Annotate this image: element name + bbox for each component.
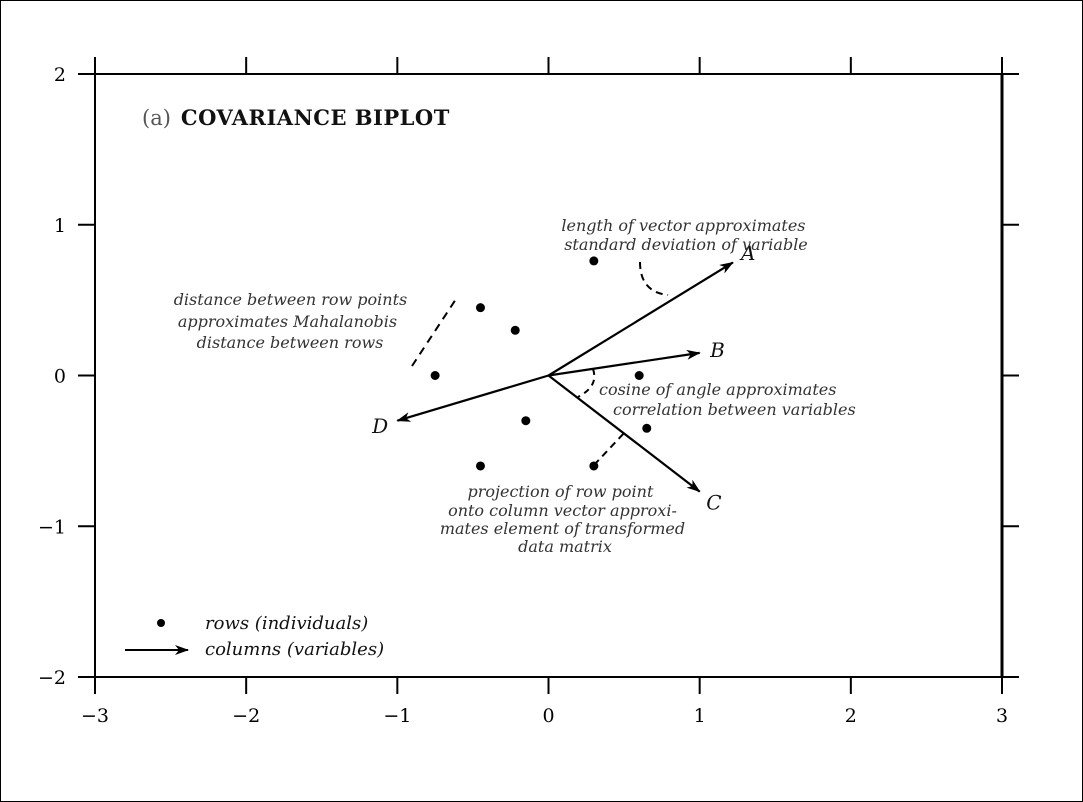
annotation-cosine-line-1: cosine of angle approximates xyxy=(599,380,836,399)
legend-rows-label: rows (individuals) xyxy=(205,613,368,634)
x-tick-label: 2 xyxy=(845,705,857,727)
vector-c xyxy=(547,374,701,493)
annotation-projection-line-2: onto column vector approxi- xyxy=(448,501,677,520)
distance-annotation-line xyxy=(411,295,459,367)
title-prefix: (a) xyxy=(142,106,171,130)
annotation-projection: projection of row point onto column vect… xyxy=(440,482,690,556)
projection-annotation-line xyxy=(593,431,626,466)
x-tick-label: 0 xyxy=(542,705,554,727)
axis-ticks xyxy=(78,57,1019,694)
annotation-length: length of vector approximates standard d… xyxy=(561,216,810,254)
row-points xyxy=(430,256,652,471)
length-annotation-arc xyxy=(639,261,669,296)
column-vectors xyxy=(396,261,734,493)
x-tick-label: 1 xyxy=(694,705,706,727)
vector-label-c: C xyxy=(706,491,721,515)
row-point xyxy=(475,461,485,471)
annotation-projection-line-1: projection of row point xyxy=(467,482,653,501)
legend-dot-icon xyxy=(157,619,165,627)
row-point xyxy=(634,371,644,380)
row-point xyxy=(430,371,440,380)
x-tick-label: −3 xyxy=(81,705,109,727)
vector-label-b: B xyxy=(709,338,725,362)
annotation-distance: distance between row points approximates… xyxy=(174,290,413,352)
x-tick-label: −1 xyxy=(383,705,411,727)
y-tick-label: 1 xyxy=(54,215,66,237)
row-point xyxy=(642,423,652,433)
axis-tick-labels: −3 −2 −1 0 1 2 3 −2 −1 0 1 2 xyxy=(38,64,1008,727)
x-tick-label: 3 xyxy=(996,705,1008,727)
annotation-distance-line-2: approximates Mahalanobis xyxy=(178,312,397,331)
annotation-projection-line-3: mates element of transformed xyxy=(440,519,685,538)
row-point xyxy=(510,325,520,335)
annotation-length-line-1: length of vector approximates xyxy=(561,216,805,235)
row-point xyxy=(475,303,485,313)
annotation-projection-line-4: data matrix xyxy=(518,537,612,556)
row-point xyxy=(521,416,531,426)
annotation-distance-line-1: distance between row points xyxy=(174,290,408,309)
legend: rows (individuals) columns (variables) xyxy=(125,613,384,660)
vector-b xyxy=(548,349,701,377)
annotation-distance-line-3: distance between rows xyxy=(197,333,384,352)
angle-annotation-arc xyxy=(577,368,596,398)
annotation-cosine: cosine of angle approximates correlation… xyxy=(599,380,856,419)
y-tick-label: −1 xyxy=(38,516,66,538)
y-tick-label: 2 xyxy=(54,64,66,86)
vector-label-d: D xyxy=(371,414,388,438)
row-point xyxy=(589,461,599,471)
annotation-cosine-line-2: correlation between variables xyxy=(613,400,856,419)
vector-a xyxy=(547,261,734,377)
x-tick-label: −2 xyxy=(232,705,260,727)
row-point xyxy=(589,256,599,266)
annotation-length-line-2: standard deviation of variable xyxy=(564,235,808,254)
vector-label-a: A xyxy=(739,241,755,265)
vector-d xyxy=(396,374,549,422)
vector-labels: A B C D xyxy=(371,241,755,515)
y-tick-label: −2 xyxy=(38,667,66,689)
y-tick-label: 0 xyxy=(54,366,66,388)
plot-title: (a) COVARIANCE BIPLOT xyxy=(142,105,450,130)
title-main: COVARIANCE BIPLOT xyxy=(181,105,450,130)
legend-columns-label: columns (variables) xyxy=(205,639,384,660)
